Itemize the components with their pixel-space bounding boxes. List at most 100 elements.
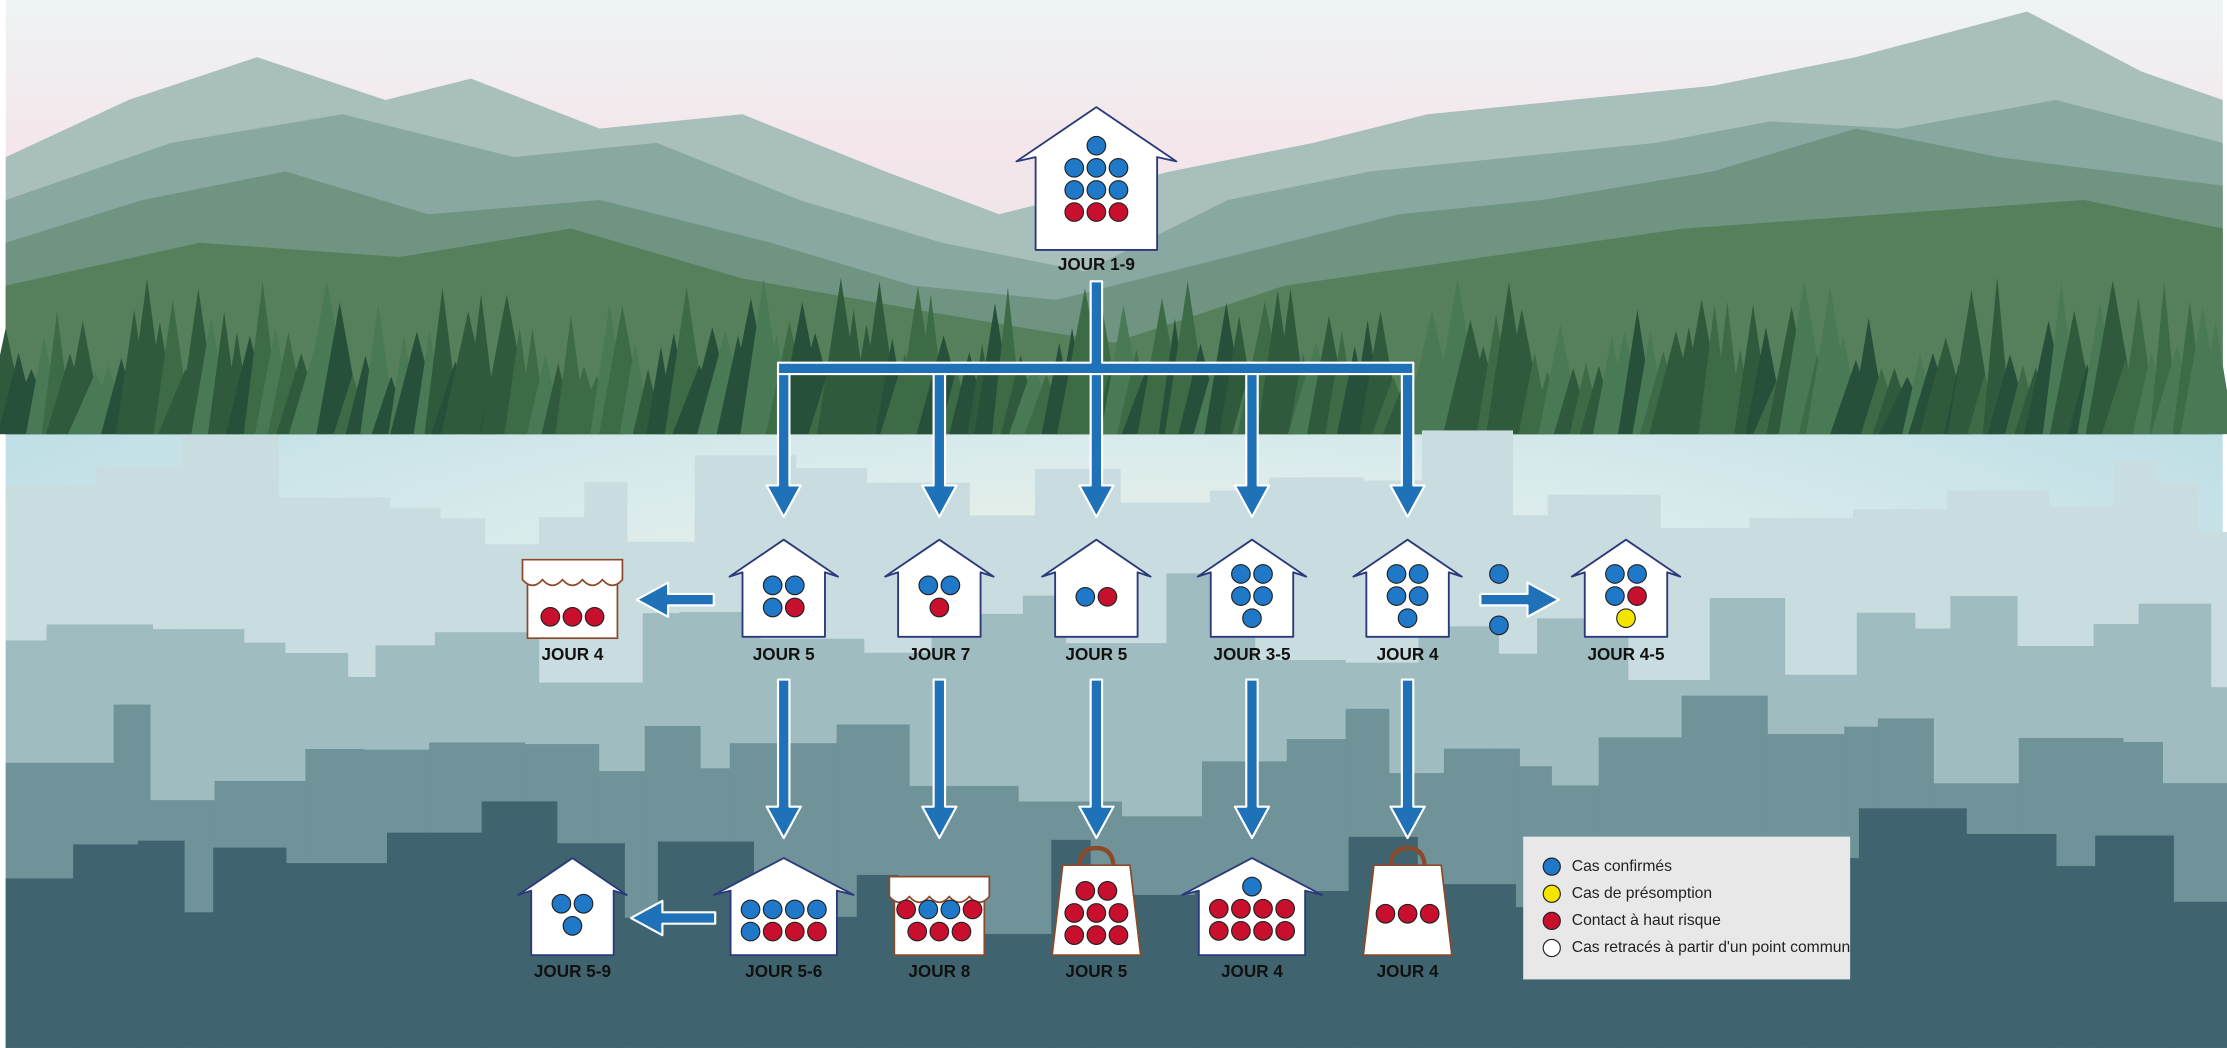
building (180, 912, 217, 1048)
case-dot (1628, 565, 1647, 584)
case-dot (1398, 609, 1417, 628)
case-dot (908, 922, 927, 941)
building (1962, 834, 2056, 1048)
node-label: JOUR 4-5 (1587, 644, 1665, 664)
building (2095, 836, 2174, 1048)
building (73, 844, 142, 1047)
case-dot (930, 598, 949, 617)
node-label: JOUR 4 (542, 644, 604, 664)
case-dot (786, 900, 805, 919)
case-dot (1254, 899, 1273, 918)
case-dot (1076, 588, 1095, 607)
case-dot (1098, 882, 1117, 901)
case-dot (1065, 926, 1084, 945)
legend-swatch (1543, 939, 1560, 956)
case-dot (1387, 565, 1406, 584)
node-label: JOUR 3-5 (1213, 644, 1291, 664)
case-dot (763, 598, 782, 617)
node-label: JOUR 4 (1377, 644, 1439, 664)
building (6, 878, 78, 1048)
legend-label: Cas confirmés (1572, 858, 1672, 875)
case-dot (919, 576, 938, 595)
case-dot (741, 900, 760, 919)
legend: Cas confirmés Cas de présomption Contact… (1523, 837, 1850, 980)
case-dot (1409, 587, 1428, 606)
case-dot (741, 922, 760, 941)
case-dot (808, 900, 827, 919)
case-dot (1109, 904, 1128, 923)
case-dot (563, 608, 582, 627)
case-dot (941, 576, 960, 595)
case-dot (1254, 587, 1273, 606)
case-dot (1387, 587, 1406, 606)
case-dot (1376, 904, 1395, 923)
case-dot (552, 894, 571, 913)
case-dot (1087, 926, 1106, 945)
case-dot (1109, 181, 1128, 200)
building (857, 875, 898, 1048)
case-dot (930, 922, 949, 941)
case-dot (919, 900, 938, 919)
diagram: Cas confirmés Cas de présomption Contact… (0, 0, 2227, 1048)
node-label: JOUR 7 (908, 644, 970, 664)
awning (522, 560, 622, 586)
case-dot (1606, 587, 1625, 606)
building (2052, 866, 2099, 1048)
node-label: JOUR 8 (908, 961, 970, 981)
case-dot (1065, 203, 1084, 222)
case-dot (1098, 588, 1117, 607)
case-dot (897, 900, 916, 919)
case-dot (574, 894, 593, 913)
case-dot (763, 900, 782, 919)
building (387, 833, 486, 1048)
case-dot (1109, 203, 1128, 222)
case-dot (541, 608, 560, 627)
case-dot (1254, 922, 1273, 941)
legend-swatch (1543, 858, 1560, 875)
case-dot (808, 922, 827, 941)
node-label: JOUR 5-9 (534, 961, 611, 981)
building (2170, 902, 2227, 1048)
page: {"nodes": [ {"label": "JOUR 1-9"}, {"lab… (0, 0, 2227, 1048)
building (621, 918, 663, 1048)
case-dot (1087, 181, 1106, 200)
case-dot (1617, 609, 1636, 628)
case-dot (786, 598, 805, 617)
case-dot (786, 576, 805, 595)
case-dot (1065, 904, 1084, 923)
case-dot (763, 922, 782, 941)
case-dot (786, 922, 805, 941)
case-dot (1490, 616, 1509, 635)
case-dot (1243, 877, 1262, 896)
node-label: JOUR 5 (753, 644, 815, 664)
legend-label: Cas retracés à partir d'un point commun (1572, 939, 1851, 956)
case-dot (563, 917, 582, 936)
node-label: JOUR 4 (1377, 961, 1439, 981)
awning (889, 877, 989, 903)
node-label: JOUR 5-6 (745, 961, 822, 981)
case-dot (1490, 565, 1509, 584)
case-dot (1210, 899, 1229, 918)
case-dot (1232, 565, 1251, 584)
case-dot (585, 608, 604, 627)
case-dot (1232, 587, 1251, 606)
case-dot (1628, 587, 1647, 606)
node-label: JOUR 5 (1065, 644, 1127, 664)
case-dot (1606, 565, 1625, 584)
case-dot (1087, 203, 1106, 222)
case-dot (1109, 926, 1128, 945)
case-dot (1409, 565, 1428, 584)
case-dot (1398, 904, 1417, 923)
case-dot (1109, 159, 1128, 178)
case-dot (1087, 159, 1106, 178)
case-dot (1087, 904, 1106, 923)
building (138, 841, 185, 1048)
legend-swatch (1543, 912, 1560, 929)
case-dot (1243, 609, 1262, 628)
case-dot (1076, 882, 1095, 901)
case-dot (1420, 904, 1439, 923)
case-dot (963, 900, 982, 919)
case-dot (1210, 922, 1229, 941)
case-dot (763, 576, 782, 595)
case-dot (1065, 159, 1084, 178)
